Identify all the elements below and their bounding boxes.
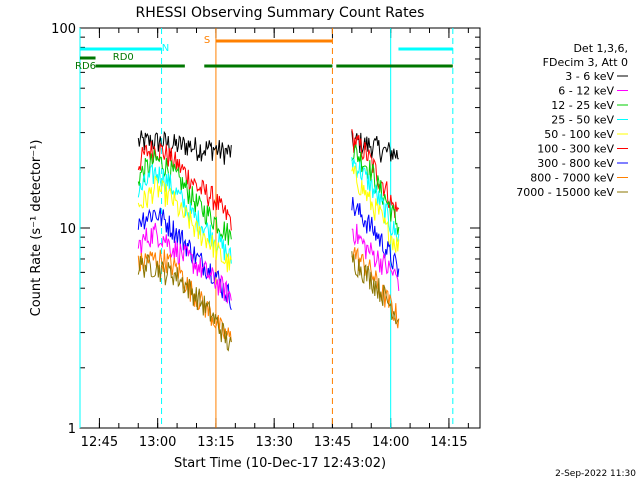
flag-label-rd0: RD0 [113,52,134,63]
flag-label-n: N [162,43,169,54]
x-tick-label: 13:15 [197,435,234,450]
legend-header: Det 1,3,6, [573,42,628,55]
series-line [351,251,400,325]
x-tick-label: 14:00 [372,435,409,450]
y-tick-label: 10 [59,222,76,237]
data-layer: 1 10 100 12:45 13:00 13:15 13:30 13:45 14:00 14:1… [51,22,628,450]
x-axis-label: Start Time (10-Dec-17 12:43:02) [174,456,386,471]
series-line [137,149,232,246]
x-tick-label: 13:45 [314,435,351,450]
flag-label-rd6: RD6 [75,61,96,72]
x-tick-label: 13:30 [255,435,292,450]
y-tick-label: 100 [51,22,76,37]
x-tick-label: 14:15 [430,435,467,450]
legend-label: 50 - 100 keV [544,128,614,141]
series-line [351,197,400,278]
legend-label: 100 - 300 keV [537,143,614,156]
legend-label: 300 - 800 keV [537,157,614,170]
chart-title: RHESSI Observing Summary Count Rates [136,5,425,21]
series-line [137,207,232,310]
plot-frame [79,27,481,429]
legend-label: 25 - 50 keV [551,114,614,127]
series-line [137,222,232,304]
legend-label: 7000 - 15000 keV [516,186,614,199]
x-tick-label: 13:00 [139,435,176,450]
series-line [351,247,400,329]
legend-label: 6 - 12 keV [558,85,614,98]
x-tick-label: 12:45 [81,435,118,450]
series-line [351,130,399,163]
series-line [351,128,400,218]
legend-label: 800 - 7000 keV [530,172,614,185]
series-line [351,157,400,242]
y-tick-label: 1 [68,422,76,437]
series-line [137,175,232,273]
legend [617,75,628,193]
series-line [351,223,400,291]
series-line [351,165,400,253]
legend-label: 12 - 25 keV [551,99,614,112]
flag-label-s: S [204,35,210,46]
legend-label: 3 - 6 keV [565,70,614,83]
legend-header: FDecim 3, Att 0 [543,56,628,69]
y-axis-label: Count Rate (s⁻¹ detector⁻¹) [29,140,44,317]
series-line [137,249,232,342]
footer-timestamp: 2-Sep-2022 11:30 [555,469,636,479]
series-line [137,254,232,352]
